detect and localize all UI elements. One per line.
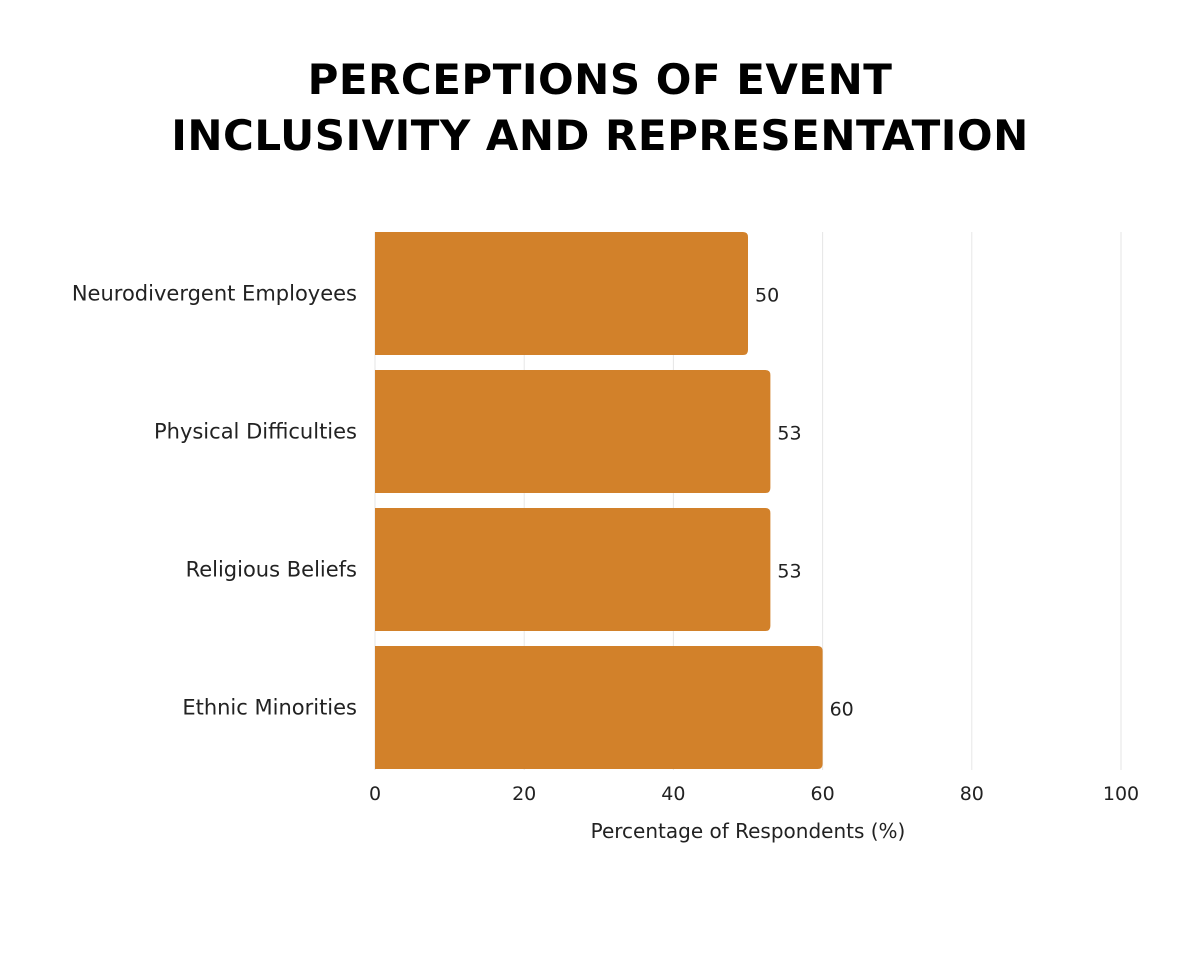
- category-label: Ethnic Minorities: [182, 696, 357, 720]
- x-tick-label: 0: [369, 783, 381, 805]
- x-tick-label: 20: [512, 783, 536, 805]
- chart-title-line-2: INCLUSIVITY AND REPRESENTATION: [171, 111, 1029, 160]
- category-label: Religious Beliefs: [186, 558, 357, 582]
- data-label: 60: [830, 699, 854, 721]
- data-label: 53: [777, 561, 801, 583]
- x-tick-label: 40: [661, 783, 685, 805]
- category-label: Physical Difficulties: [154, 420, 357, 444]
- bar-0: [375, 232, 748, 355]
- x-axis-title: Percentage of Respondents (%): [591, 819, 906, 843]
- x-tick-label: 60: [811, 783, 835, 805]
- chart-title: PERCEPTIONS OF EVENT INCLUSIVITY AND REP…: [0, 52, 1200, 164]
- bar-3: [375, 646, 823, 769]
- x-tick-label: 100: [1103, 783, 1139, 805]
- x-tick-label: 80: [960, 783, 984, 805]
- bar-2: [375, 508, 771, 631]
- data-label: 50: [755, 285, 779, 307]
- bar-1: [375, 370, 771, 493]
- data-label: 53: [777, 423, 801, 445]
- bars: [375, 232, 823, 769]
- labels: 0 20 40 60 80 100 Neurodivergent Employees 50 Ph…: [72, 282, 1139, 806]
- chart-title-line-1: PERCEPTIONS OF EVENT: [307, 55, 893, 104]
- category-label: Neurodivergent Employees: [72, 282, 357, 306]
